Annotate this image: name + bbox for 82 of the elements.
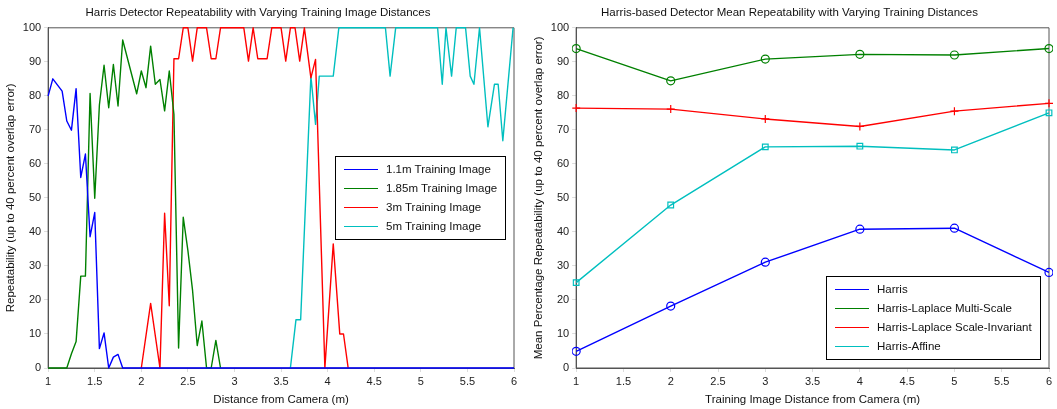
y-tick-label: 60	[28, 156, 42, 169]
y-axis-title: Mean Percentage Repeatability (up to 40 percent overlap error)	[532, 36, 545, 360]
point	[666, 104, 676, 114]
point	[760, 54, 770, 64]
legend-label: Harris-Laplace Multi-Scale	[877, 301, 1012, 316]
point	[1044, 43, 1053, 54]
y-tick-label: 100	[550, 20, 570, 33]
y-tick-label: 50	[28, 190, 42, 203]
y-tick-label: 0	[35, 361, 42, 374]
y-tick-label: 90	[28, 54, 42, 67]
point	[855, 49, 865, 59]
point	[760, 114, 770, 124]
point	[666, 301, 676, 311]
chart-title: Harris-based Detector Mean Repeatability with Varying Training Distances	[601, 6, 979, 19]
y-tick-label: 80	[28, 88, 42, 101]
point	[949, 106, 960, 116]
y-tick-label: 0	[563, 361, 570, 374]
y-axis-title: Repeatability (up to 40 percent overlap error)	[4, 83, 17, 313]
point	[856, 142, 864, 150]
x-tick-label: 3.5	[804, 374, 821, 387]
point	[572, 103, 581, 113]
point	[1044, 98, 1053, 108]
legend-label: 1.85m Training Image	[386, 180, 498, 196]
point	[572, 43, 581, 54]
x-tick-label: 6	[1045, 374, 1053, 387]
legend-label: 1.1m Training Image	[386, 161, 491, 177]
legend-label: Harris-Affine	[877, 339, 941, 354]
point	[855, 224, 865, 234]
y-tick-label: 20	[556, 292, 570, 305]
y-tick-label: 10	[28, 327, 42, 340]
y-tick-label: 70	[556, 122, 570, 135]
chart-title: Harris Detector Repeatability with Varying Training Image Distances	[85, 6, 431, 19]
x-tick-label: 2.5	[710, 374, 726, 387]
x-tick-label: 4	[324, 374, 331, 387]
y-tick-label: 30	[556, 258, 570, 271]
x-tick-label: 6	[510, 374, 518, 387]
legend-label: Harris	[877, 282, 908, 297]
y-tick-label: 100	[22, 20, 42, 33]
x-tick-label: 5.5	[994, 374, 1010, 387]
y-tick-label: 40	[556, 224, 570, 237]
point	[949, 223, 960, 233]
y-tick-label: 40	[28, 224, 42, 237]
x-tick-label: 2	[667, 374, 674, 387]
y-tick-label: 60	[556, 156, 570, 169]
x-tick-label: 4.5	[899, 374, 915, 387]
x-tick-label: 1.5	[87, 374, 103, 387]
y-tick-label: 70	[28, 122, 42, 135]
y-tick-label: 10	[556, 327, 570, 340]
x-tick-label: 3	[231, 374, 238, 387]
x-tick-label: 4.5	[366, 374, 382, 387]
legend-label: Harris-Laplace Scale-Invariant	[877, 320, 1032, 335]
legend-label: 5m Training Image	[386, 218, 482, 234]
legend-label: 3m Training Image	[386, 199, 482, 215]
point	[667, 201, 675, 209]
point	[572, 279, 580, 287]
x-tick-label: 5	[417, 374, 424, 387]
x-tick-label: 4	[856, 374, 863, 387]
point	[572, 346, 581, 356]
point	[949, 50, 960, 60]
x-tick-label: 3	[762, 374, 769, 387]
x-tick-label: 5.5	[459, 374, 476, 387]
point	[666, 76, 676, 86]
x-tick-label: 2.5	[180, 374, 196, 387]
x-tick-label: 1.5	[615, 374, 632, 387]
x-tick-label: 1	[573, 374, 580, 387]
point	[1045, 109, 1053, 117]
x-tick-label: 1	[45, 374, 52, 387]
point	[1044, 267, 1053, 277]
point	[761, 143, 769, 151]
y-tick-label: 30	[28, 258, 42, 271]
y-tick-label: 80	[556, 88, 570, 101]
y-tick-label: 20	[28, 292, 42, 305]
y-tick-label: 50	[556, 190, 570, 203]
point	[760, 257, 770, 267]
x-tick-label: 2	[138, 374, 145, 387]
x-tick-label: 5	[951, 374, 958, 387]
x-axis-title: Distance from Camera (m)	[213, 393, 349, 406]
y-tick-label: 90	[556, 54, 570, 67]
point	[951, 146, 958, 154]
x-axis-title: Training Image Distance from Camera (m)	[705, 393, 921, 406]
x-tick-label: 3.5	[273, 374, 289, 387]
point	[855, 121, 865, 132]
